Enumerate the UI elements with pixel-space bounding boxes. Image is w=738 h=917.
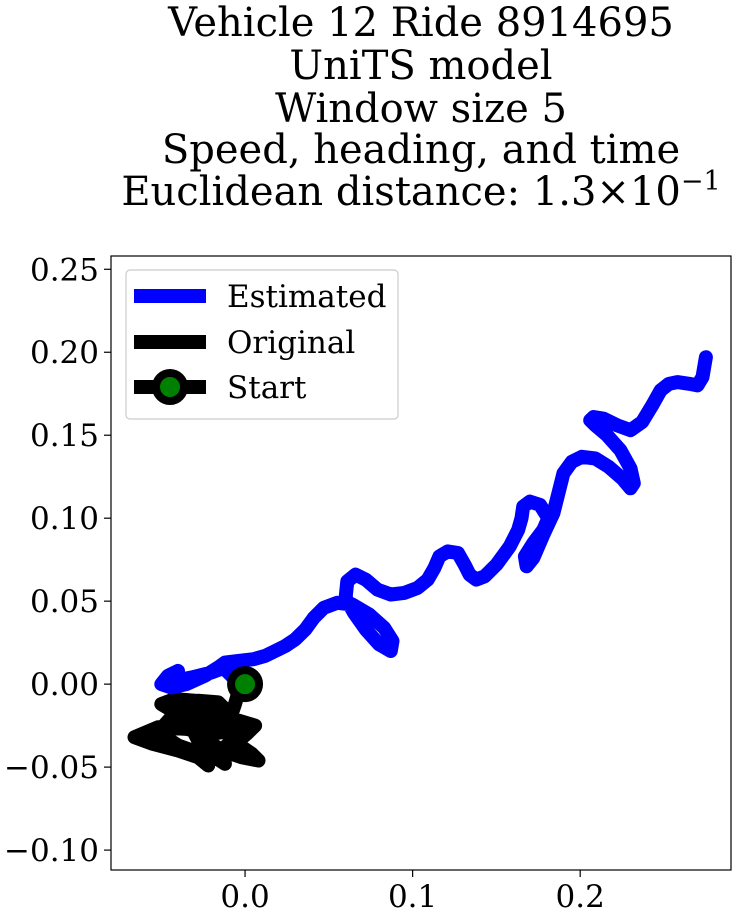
- title-line-2: UniTS model: [289, 43, 552, 89]
- y-tick-label: −0.10: [4, 833, 99, 869]
- legend-start-label: Start: [227, 370, 307, 406]
- metric-times: ×: [596, 169, 630, 215]
- y-axis: −0.10 −0.05 0.00 0.05 0.10 0.15 0.20 0.25: [4, 252, 111, 869]
- y-tick-label: 0.20: [30, 335, 99, 371]
- metric-exponent: −1: [681, 166, 721, 197]
- start-point-marker: [227, 666, 264, 703]
- title-metric-line: Euclidean distance: 1.3×10−1: [121, 166, 720, 215]
- chart-title: Vehicle 12 Ride 8914695 UniTS model Wind…: [121, 0, 720, 215]
- series-original-line: [127, 677, 266, 773]
- plot-series: [127, 350, 713, 773]
- y-tick-label: 0.25: [30, 252, 99, 288]
- title-line-3: Window size 5: [275, 86, 567, 132]
- legend: Estimated Original Start: [125, 269, 399, 420]
- metric-label: Euclidean distance:: [121, 169, 532, 215]
- x-tick-label: 0.1: [388, 879, 437, 915]
- legend-original-label: Original: [227, 325, 355, 361]
- y-tick-label: −0.05: [4, 750, 99, 786]
- legend-start-marker: [152, 369, 188, 405]
- legend-estimated-label: Estimated: [227, 279, 386, 315]
- title-line-4: Speed, heading, and time: [162, 127, 680, 173]
- metric-mantissa: 1.3: [533, 169, 597, 215]
- series-estimated-line: [154, 350, 713, 695]
- y-tick-label: 0.00: [30, 667, 99, 703]
- plot-area-frame: [110, 255, 732, 871]
- y-tick-label: 0.15: [30, 418, 99, 454]
- x-axis: 0.0 0.1 0.2: [220, 870, 605, 915]
- x-tick-label: 0.2: [556, 879, 605, 915]
- y-tick-label: 0.10: [30, 501, 99, 537]
- x-tick-label: 0.0: [220, 879, 269, 915]
- y-tick-label: 0.05: [30, 584, 99, 620]
- metric-base: 10: [630, 169, 681, 215]
- title-line-1: Vehicle 12 Ride 8914695: [167, 0, 674, 46]
